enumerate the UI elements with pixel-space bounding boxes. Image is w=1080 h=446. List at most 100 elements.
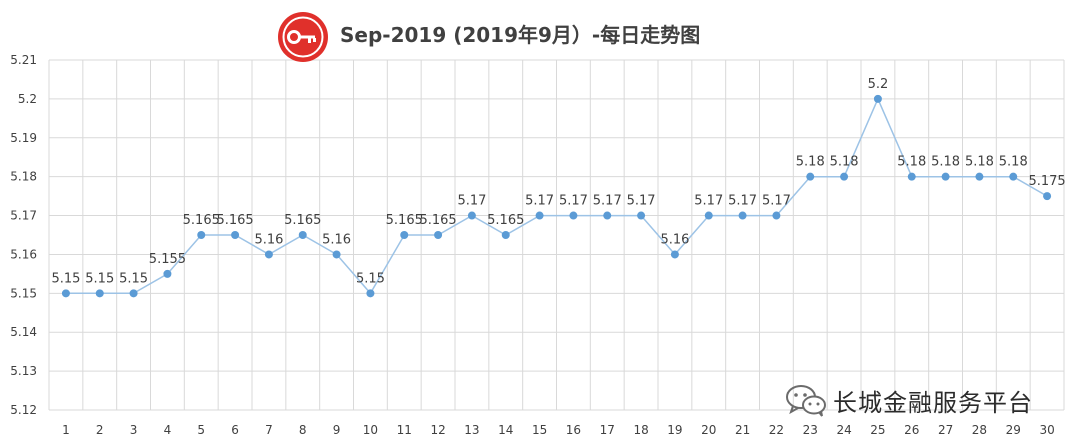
data-label: 5.155 — [149, 252, 186, 267]
x-tick-label: 24 — [836, 423, 851, 437]
data-point — [332, 250, 341, 259]
data-label: 5.17 — [457, 194, 486, 209]
data-label: 5.15 — [51, 271, 80, 286]
wechat-icon — [786, 385, 826, 417]
watermark: 长城金融服务平台 — [785, 380, 1033, 420]
data-label: 5.15 — [85, 271, 114, 286]
data-point — [467, 211, 476, 220]
data-point — [231, 231, 240, 239]
x-tick-label: 17 — [600, 423, 615, 437]
data-label: 5.16 — [660, 232, 689, 247]
x-tick-label: 16 — [566, 423, 581, 437]
data-label: 5.18 — [830, 155, 859, 170]
x-tick-label: 13 — [464, 423, 479, 437]
chart-title-bar: Sep-2019 (2019年9月）-每日走势图 — [0, 8, 1080, 62]
y-tick-label: 5.2 — [18, 92, 37, 106]
data-point — [603, 211, 612, 220]
watermark-text: 长城金融服务平台 — [833, 388, 1033, 417]
data-point — [941, 172, 950, 181]
x-tick-label: 7 — [265, 423, 273, 437]
data-label: 5.165 — [216, 213, 253, 228]
y-tick-label: 5.21 — [10, 53, 37, 67]
chart-markers — [61, 94, 1052, 298]
chart-title: Sep-2019 (2019年9月）-每日走势图 — [340, 23, 701, 47]
data-point — [975, 172, 984, 181]
data-point — [434, 231, 443, 239]
x-tick-label: 8 — [299, 423, 307, 437]
x-tick-label: 3 — [130, 423, 138, 437]
data-label: 5.16 — [254, 232, 283, 247]
data-point — [163, 269, 172, 278]
data-label: 5.165 — [284, 213, 321, 228]
data-label: 5.18 — [999, 155, 1028, 170]
data-point — [1043, 192, 1052, 201]
y-tick-label: 5.17 — [10, 209, 37, 223]
y-tick-label: 5.16 — [10, 247, 37, 261]
data-point — [738, 211, 747, 220]
data-label: 5.17 — [627, 194, 656, 209]
data-label: 5.17 — [593, 194, 622, 209]
y-tick-label: 5.19 — [10, 131, 37, 145]
x-tick-label: 19 — [667, 423, 682, 437]
data-point — [129, 289, 138, 298]
data-point — [366, 289, 375, 298]
data-point — [637, 211, 646, 220]
chart-data-labels: 5.15 5.15 5.155.1555.1655.1655.165.1655.16… — [51, 77, 1065, 286]
x-tick-label: 21 — [735, 423, 750, 437]
data-point — [298, 231, 307, 239]
x-tick-label: 28 — [972, 423, 987, 437]
data-point — [264, 250, 273, 259]
data-point — [772, 211, 781, 220]
data-point — [400, 231, 409, 239]
x-tick-label: 26 — [904, 423, 919, 437]
data-point — [197, 231, 206, 239]
data-label: 5.165 — [487, 213, 524, 228]
data-point — [907, 172, 916, 181]
x-tick-label: 10 — [363, 423, 378, 437]
x-tick-label: 14 — [498, 423, 513, 437]
x-tick-label: 18 — [633, 423, 648, 437]
x-tick-label: 22 — [769, 423, 784, 437]
data-label: 5.17 — [762, 194, 791, 209]
data-label: 5.2 — [868, 77, 889, 92]
data-label: 5.165 — [419, 213, 456, 228]
x-tick-label: 4 — [164, 423, 172, 437]
x-tick-label: 29 — [1006, 423, 1021, 437]
data-point — [873, 94, 882, 103]
data-point — [95, 289, 104, 298]
x-tick-label: 1 — [62, 423, 70, 437]
data-label: 5.15 — [119, 271, 148, 286]
x-tick-label: 30 — [1039, 423, 1054, 437]
x-tick-label: 15 — [532, 423, 547, 437]
series-line — [65, 97, 1048, 295]
chart-grid — [48, 59, 1065, 411]
x-tick-label: 27 — [938, 423, 953, 437]
y-tick-label: 5.12 — [10, 403, 37, 417]
data-point — [61, 289, 70, 298]
data-label: 5.17 — [728, 194, 757, 209]
x-tick-label: 11 — [397, 423, 412, 437]
data-label: 5.165 — [183, 213, 220, 228]
data-label: 5.18 — [931, 155, 960, 170]
y-tick-label: 5.13 — [10, 364, 37, 378]
data-label: 5.17 — [559, 194, 588, 209]
data-label: 5.175 — [1028, 174, 1065, 189]
x-tick-label: 20 — [701, 423, 716, 437]
y-tick-label: 5.14 — [10, 325, 37, 339]
x-tick-label: 5 — [197, 423, 205, 437]
data-point — [670, 250, 679, 259]
data-point — [704, 211, 713, 220]
y-tick-label: 5.18 — [10, 170, 37, 184]
data-label: 5.18 — [897, 155, 926, 170]
x-tick-label: 9 — [333, 423, 341, 437]
data-point — [501, 231, 510, 239]
data-label: 5.18 — [965, 155, 994, 170]
data-point — [1009, 172, 1018, 181]
data-point — [535, 211, 544, 220]
x-tick-label: 2 — [96, 423, 104, 437]
key-icon — [278, 12, 328, 62]
chart-axes: 5.125.135.145.155.165.175.185.195.25.211… — [10, 53, 1054, 437]
data-label: 5.17 — [525, 194, 554, 209]
data-label: 5.16 — [322, 232, 351, 247]
